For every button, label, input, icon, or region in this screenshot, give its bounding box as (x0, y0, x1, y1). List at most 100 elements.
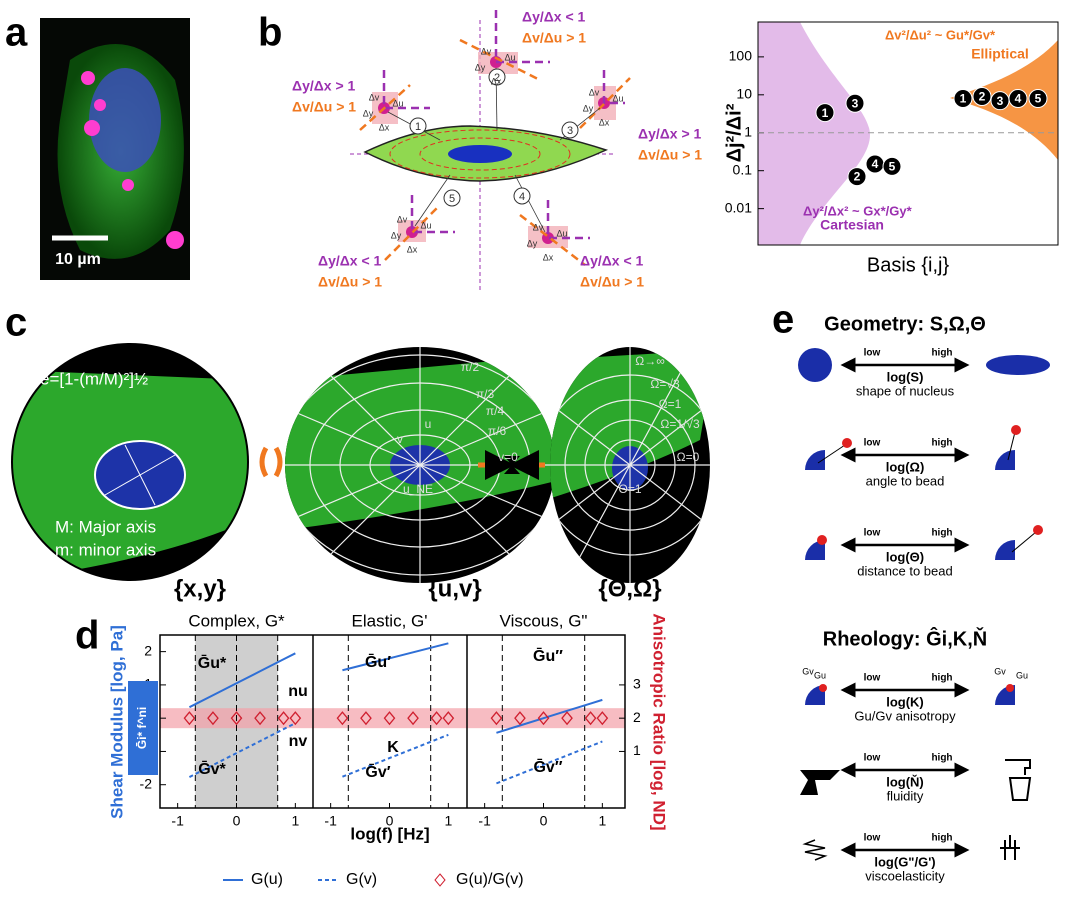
y-tick-label: 1 (744, 123, 752, 139)
micrograph (40, 18, 190, 280)
panel-label: a (5, 11, 28, 55)
panel-label: d (75, 614, 99, 658)
icon-label: Gu (1016, 670, 1028, 680)
legend-label: Cartesian (820, 217, 884, 233)
delta-label: Δx (379, 122, 390, 132)
annotation: nu (288, 683, 308, 700)
x-tick-label: -1 (478, 813, 491, 829)
delta-label: Δu (612, 93, 623, 103)
figure: abcde10 µmΔy/Δx > 1Δv/Δu > 11Δy/Δx < 1Δv… (0, 0, 1072, 900)
ratio-uv: Δv/Δu > 1 (292, 99, 356, 115)
delta-label: Δy (475, 62, 486, 72)
delta-label: Δv (397, 214, 408, 224)
annotation: Ḡu′ (365, 652, 391, 671)
measure-label: log(Ň) (886, 774, 924, 789)
point-label: 1 (960, 92, 967, 106)
delta-label: Δv (369, 92, 380, 102)
legend-label: Elliptical (971, 46, 1029, 62)
y-tick-label: 2 (144, 642, 152, 658)
legend-label: G(u)/G(v) (456, 871, 524, 888)
measure-label: log(Θ) (886, 549, 924, 564)
region-number: 4 (519, 191, 525, 203)
delta-label: Δx (599, 117, 610, 127)
low-label: low (864, 673, 881, 684)
region-number: 1 (415, 121, 421, 133)
y2-tick-label: 3 (633, 676, 641, 692)
x-tick-label: 1 (444, 813, 452, 829)
subplot-title: Elastic, G' (352, 611, 428, 630)
uv-label: u (425, 417, 432, 431)
annotation: Ḡv* (198, 759, 226, 778)
low-label: low (864, 438, 881, 449)
y2-tick-label: 2 (633, 709, 641, 725)
high-label: high (931, 753, 952, 764)
section-title: Rheology: Ĝi,K,Ň (823, 626, 987, 650)
icon-label: Gv (802, 666, 814, 676)
uv-label: v=0 (498, 450, 518, 464)
uv-label: π/4 (486, 404, 505, 418)
panel-label: e (772, 298, 794, 342)
legend-label: G(v) (346, 871, 377, 888)
high-label: high (931, 438, 952, 449)
ratio-uv: Δv/Δu > 1 (522, 30, 586, 46)
description: distance to bead (857, 563, 952, 578)
high-label: high (931, 528, 952, 539)
eccentricity-formula: e=[1-(m/M)²]½ (40, 369, 148, 388)
series-line (342, 643, 448, 670)
subplot-title: Complex, G* (188, 611, 285, 630)
icon-label: Gu (814, 670, 826, 680)
ratio-xy: Δy/Δx > 1 (292, 78, 356, 94)
annotation: Ḡu″ (533, 646, 563, 665)
annotation: nv (289, 733, 308, 750)
delta-label: Δy (363, 108, 374, 118)
delta-label: Δu (420, 220, 431, 230)
x-tick-label: 0 (233, 813, 241, 829)
x-tick-label: 1 (598, 813, 606, 829)
ratio-band (160, 708, 625, 728)
high-label: high (931, 348, 952, 359)
series-formula: Δv²/Δu² ~ Gu*/Gv* (885, 27, 996, 42)
omega-label: Ω=0 (677, 450, 700, 464)
uv-label: π/2 (461, 360, 480, 374)
annotation: Ḡi* f^ni (135, 707, 149, 749)
y-tick-label: 0.01 (725, 199, 752, 215)
ratio-xy: Δy/Δx > 1 (638, 126, 702, 142)
delta-label: Δv (481, 46, 492, 56)
low-label: low (864, 348, 881, 359)
point-label: 2 (979, 90, 986, 104)
delta-label: Δu (504, 52, 515, 62)
y-tick-label: 100 (729, 48, 753, 64)
y-tick-label: 10 (736, 86, 752, 102)
omega-label: Ω=1/√3 (660, 417, 700, 431)
scale-bar-label: 10 µm (55, 251, 101, 268)
basis-label: {u,v} (428, 575, 481, 602)
measure-label: log(K) (886, 694, 924, 709)
low-label: low (864, 528, 881, 539)
point-label: 3 (852, 96, 859, 110)
point-label: 4 (872, 157, 879, 171)
ratio-xy: Δy/Δx < 1 (580, 253, 644, 269)
x-tick-label: 1 (291, 813, 299, 829)
uv-label: π/6 (488, 424, 507, 438)
omega-label: Ω=√3 (650, 377, 680, 391)
y2-axis-label: Anisotropic Ratio [log, ND] (650, 613, 669, 830)
y-axis-label: Shear Modulus [log, Pa] (107, 625, 126, 819)
section-title: Geometry: S,Ω,Θ (824, 313, 986, 335)
panel-label: c (5, 301, 27, 345)
annotation: K (387, 739, 399, 756)
measure-label: log(Ω) (886, 459, 925, 474)
ratio-xy: Δy/Δx < 1 (318, 253, 382, 269)
legend-label: G(u) (251, 871, 283, 888)
delta-label: Δx (407, 244, 418, 254)
delta-label: Δx (543, 252, 554, 262)
x-axis-label: Basis {i,j} (867, 254, 950, 276)
description: Gu/Gv anisotropy (854, 708, 956, 723)
ratio-xy: Δy/Δx < 1 (522, 9, 586, 25)
delta-label: Δu (556, 228, 567, 238)
icon-label: Gv (994, 666, 1006, 676)
basis-label: {x,y} (174, 575, 226, 602)
point-label: 1 (822, 106, 829, 120)
delta-label: Δy (583, 103, 594, 113)
description: viscoelasticity (865, 868, 945, 883)
point-label: 5 (889, 160, 896, 174)
